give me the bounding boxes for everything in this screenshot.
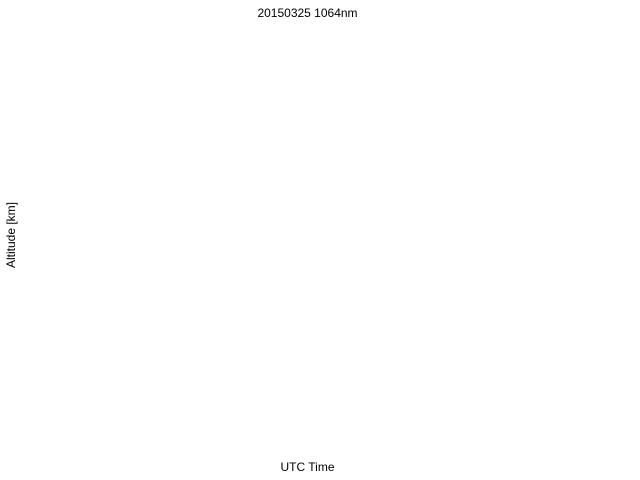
y-axis-label: Altitude [km] [4, 201, 18, 269]
colorbar-canvas [593, 57, 611, 440]
x-axis-label: UTC Time [280, 460, 335, 474]
heatmap-canvas [43, 25, 572, 445]
chart-title: 20150325 1064nm [257, 6, 358, 20]
